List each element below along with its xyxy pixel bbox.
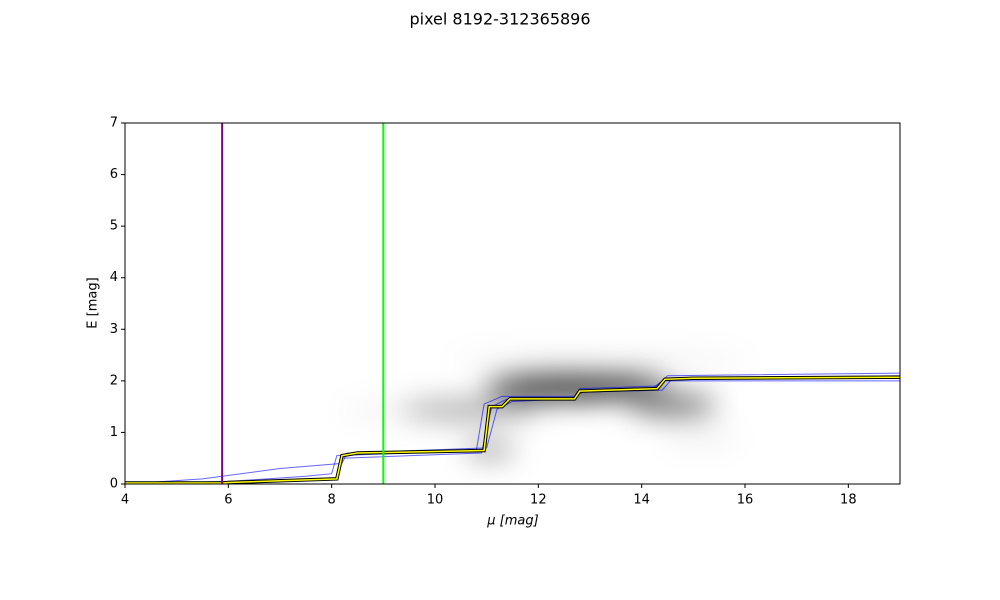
axes-frame (124, 122, 901, 485)
y-axis-label: E [mag] (86, 277, 101, 328)
x-tick-label: 4 (121, 493, 129, 508)
density (340, 352, 750, 456)
y-tick-label: 1 (110, 425, 118, 440)
x-tick-label: 18 (840, 493, 857, 508)
y-tick-label: 4 (110, 270, 118, 285)
chart-title: pixel 8192-312365896 (409, 10, 590, 29)
x-axis-label: μ [mag] (486, 514, 538, 529)
x-tick-label: 8 (328, 493, 336, 508)
plot-area (125, 123, 900, 484)
x-tick-label: 14 (633, 493, 650, 508)
x-tick-label: 10 (427, 493, 444, 508)
y-tick-label: 7 (110, 116, 118, 131)
y-tick-label: 6 (110, 167, 118, 182)
x-tick-label: 16 (737, 493, 754, 508)
x-tick-label: 12 (530, 493, 547, 508)
y-tick-label: 3 (110, 322, 118, 337)
y-tick-label: 5 (110, 219, 118, 234)
y-tick-label: 0 (110, 477, 118, 492)
x-tick-label: 6 (224, 493, 232, 508)
y-tick-label: 2 (110, 373, 118, 388)
median-line (125, 376, 900, 484)
